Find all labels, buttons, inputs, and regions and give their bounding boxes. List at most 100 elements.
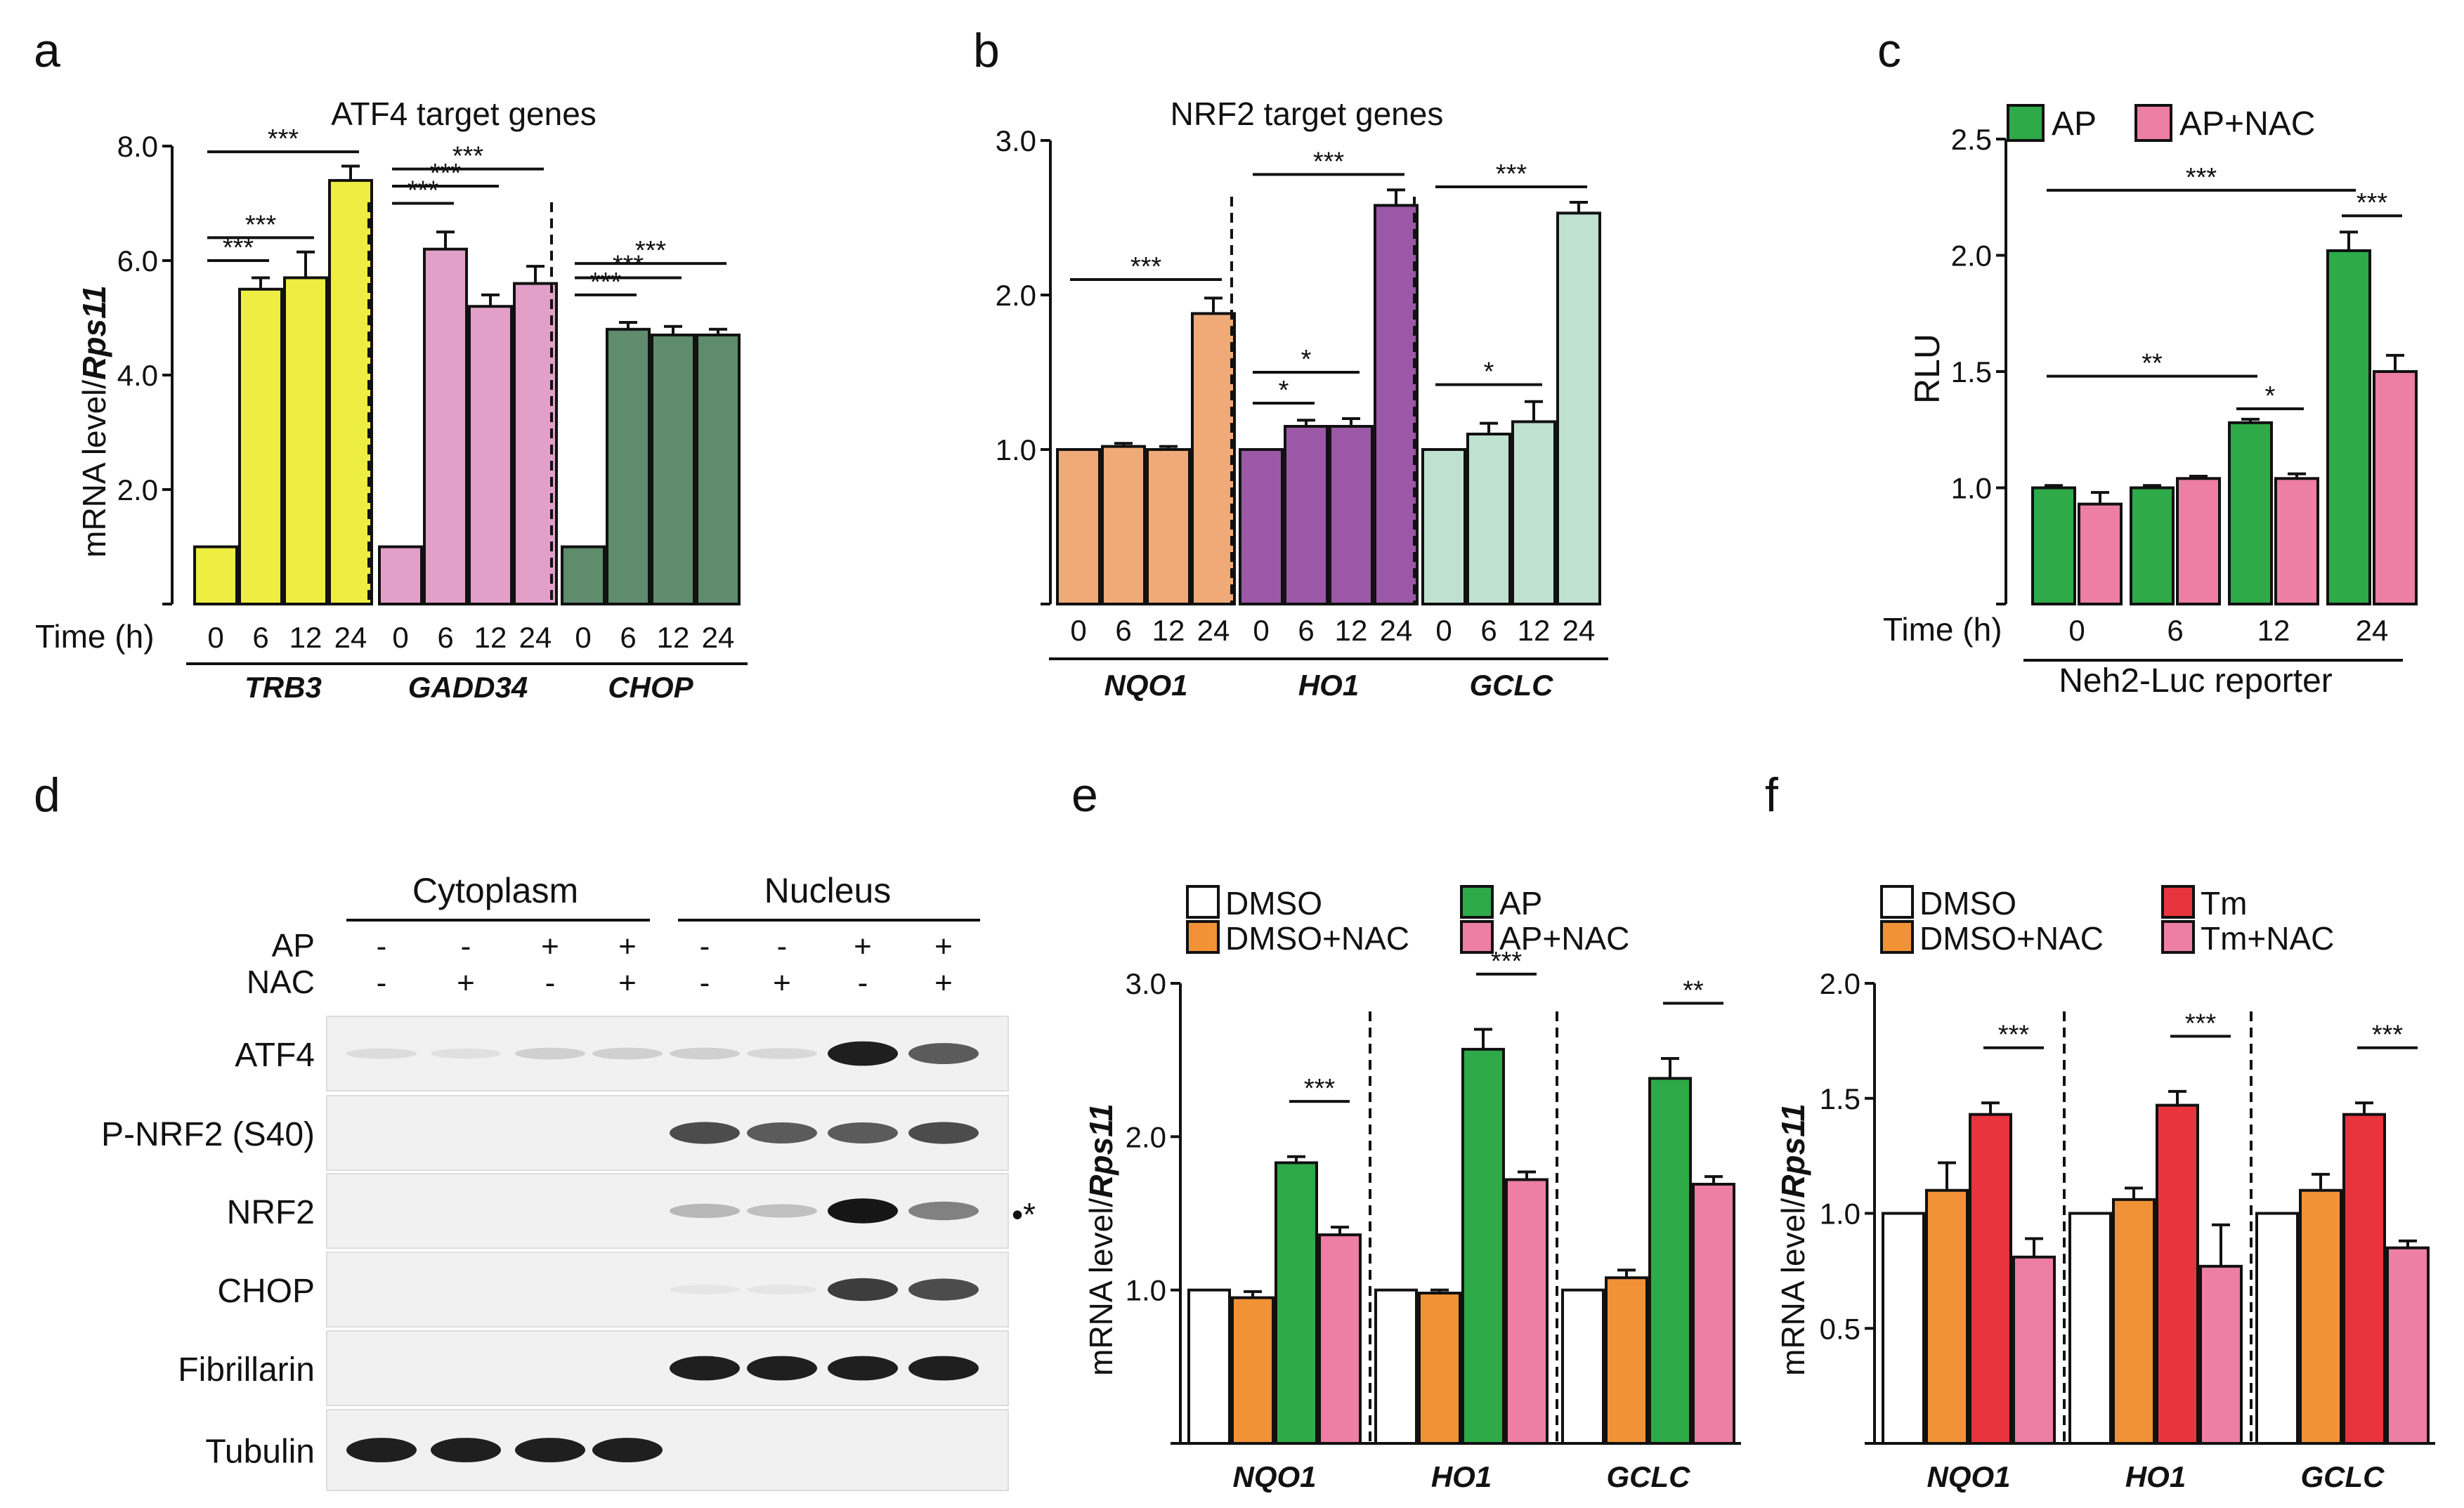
panel-f-y-tick-label: 0.5: [1820, 1312, 1860, 1345]
panel-b-bar: [1239, 448, 1284, 605]
panel-b-sig-label: ***: [1496, 159, 1527, 189]
panel-a-bar: [423, 247, 468, 605]
blot-treatment-sign: -: [700, 966, 710, 1000]
panel-label-c: c: [1877, 24, 1901, 77]
svg-text:mRNA level/Rps11: mRNA level/Rps11: [1083, 1103, 1119, 1376]
blot-band: [670, 1203, 740, 1219]
panel-c-x-tick-label: 6: [2167, 614, 2183, 647]
panel-a-group-label: CHOP: [608, 671, 693, 704]
panel-b-group-label: GCLC: [1470, 669, 1554, 702]
panel-f-chart: 2.0 1.5 1.0 0.5 NQO1 *** HO1 *** GCLC *** DMSODMSO…: [1820, 885, 2435, 1494]
panel-c-x-tick-label: 0: [2068, 614, 2085, 647]
panel-f-bar: [2199, 1264, 2243, 1445]
panel-f-bar: [2342, 1113, 2386, 1445]
panel-a-sig-label: ***: [452, 142, 484, 171]
panel-b-bar: [1421, 448, 1466, 605]
panel-a-y-tick-label: 6.0: [117, 244, 158, 277]
blot-treatment-sign: -: [858, 966, 868, 1000]
panel-e-bar: [1561, 1288, 1605, 1445]
panel-c-bar: [2228, 421, 2273, 605]
panel-c-bar: [2176, 477, 2221, 606]
blot-treatment-label: AP: [272, 927, 315, 964]
panel-b-group-label: HO1: [1298, 669, 1359, 702]
panel-f-bar: [2112, 1198, 2156, 1445]
panel-c-sig-label: ***: [2357, 188, 2388, 218]
panel-a-bar: [328, 178, 373, 605]
panel-f-legend-label: Tm: [2201, 885, 2247, 922]
panel-b-sig-label: *: [1301, 345, 1312, 374]
panel-a-bar: [606, 327, 651, 605]
panel-a-sig-label: ***: [613, 250, 644, 280]
blot-treatment-sign: -: [777, 929, 788, 964]
blot-band: [431, 1438, 501, 1462]
panel-f-ylabel: mRNA level/Rps11: [1775, 1103, 1811, 1376]
blot-band: [747, 1204, 817, 1218]
panel-f-bar: [2156, 1103, 2199, 1445]
panel-a-bar: [651, 333, 696, 605]
blot-band: [747, 1122, 817, 1143]
panel-c-bar: [2373, 370, 2418, 605]
blot-row-label: Tubulin: [205, 1434, 315, 1471]
blot-band: [592, 1438, 663, 1462]
blot-band: [431, 1048, 501, 1059]
blot-treatment-sign: +: [934, 966, 953, 1000]
panel-e-bar: [1318, 1233, 1362, 1445]
blot-row-label: P-NRF2 (S40): [101, 1116, 315, 1153]
blot-band: [908, 1043, 979, 1064]
panel-a-time-tick-label: 12: [289, 621, 322, 654]
panel-a-ylabel: mRNA level/Rps11: [76, 285, 112, 558]
panel-f-x-tick-label: GCLC: [2301, 1460, 2385, 1493]
blot-band: [670, 1047, 740, 1060]
blot-strip: [326, 1330, 1009, 1406]
panel-b-y-tick-label: 3.0: [996, 124, 1036, 157]
panel-b-sig-label: ***: [1313, 147, 1345, 176]
panel-f-bar: [2068, 1212, 2112, 1445]
panel-e-x-tick-label: GCLC: [1607, 1460, 1691, 1493]
panel-label-d: d: [34, 768, 60, 822]
panel-b-time-tick-label: 6: [1480, 614, 1497, 647]
blot-band: [515, 1438, 585, 1462]
panel-b-time-tick-label: 24: [1563, 614, 1596, 647]
blot-band: [908, 1356, 979, 1381]
blot-treatment-sign: -: [377, 966, 387, 1000]
panel-a-bar: [561, 545, 606, 605]
panel-b-sig-label: ***: [1130, 252, 1162, 282]
panel-b-time-tick-label: 6: [1298, 614, 1314, 647]
panel-c-y-tick-label: 1.5: [1951, 355, 1992, 388]
blot-treatment-sign: +: [854, 929, 872, 964]
panel-a-bar: [378, 545, 423, 605]
blot-band: [747, 1285, 817, 1294]
panel-f-bar: [2255, 1212, 2299, 1445]
panel-f-bar: [2299, 1188, 2342, 1445]
panel-a-time-tick-label: 24: [702, 621, 735, 654]
blot-nrf2-marker: •*: [1012, 1196, 1036, 1233]
panel-e-y-tick-label: 1.0: [1126, 1274, 1166, 1307]
blot-strip: [326, 1409, 1009, 1491]
panel-a-time-tick-label: 12: [474, 621, 507, 654]
panel-b-bar: [1329, 425, 1374, 605]
panel-b-time-tick-label: 12: [1152, 614, 1185, 647]
blot-treatment-sign: -: [700, 929, 710, 964]
panel-f-legend-swatch: [1880, 885, 1914, 919]
panel-b-time-tick-label: 24: [1380, 614, 1413, 647]
panel-e-chart: 3.0 2.0 1.0 NQO1 *** HO1 *** GCLC ** DMSODMSO+NAC…: [1126, 885, 1741, 1494]
panel-a-sig-label: ***: [408, 176, 439, 206]
panel-f-legend-swatch: [2161, 920, 2195, 954]
blot-row-label: ATF4: [235, 1037, 315, 1074]
panel-a-title: ATF4 target genes: [331, 96, 597, 132]
blot-treatment-sign: +: [618, 966, 637, 1000]
panel-c-x-tick-label: 24: [2356, 614, 2389, 647]
blot-treatment-sign: +: [934, 929, 953, 964]
panel-b-time-tick-label: 12: [1518, 614, 1551, 647]
blot-band: [908, 1122, 979, 1144]
panel-f-legend-label: Tm+NAC: [2201, 920, 2334, 957]
panel-b-bar: [1374, 204, 1419, 605]
blot-band: [592, 1047, 663, 1060]
panel-e-bar: [1231, 1296, 1275, 1445]
panel-a-group-label: GADD34: [408, 671, 528, 704]
panel-b-time-tick-label: 6: [1115, 614, 1131, 647]
panel-e-legend-swatch: [1186, 885, 1220, 919]
panel-e-y-tick-label: 3.0: [1126, 967, 1166, 1000]
panel-c-x-tick-label: 12: [2257, 614, 2290, 647]
panel-e-x-tick-label: HO1: [1431, 1460, 1492, 1493]
